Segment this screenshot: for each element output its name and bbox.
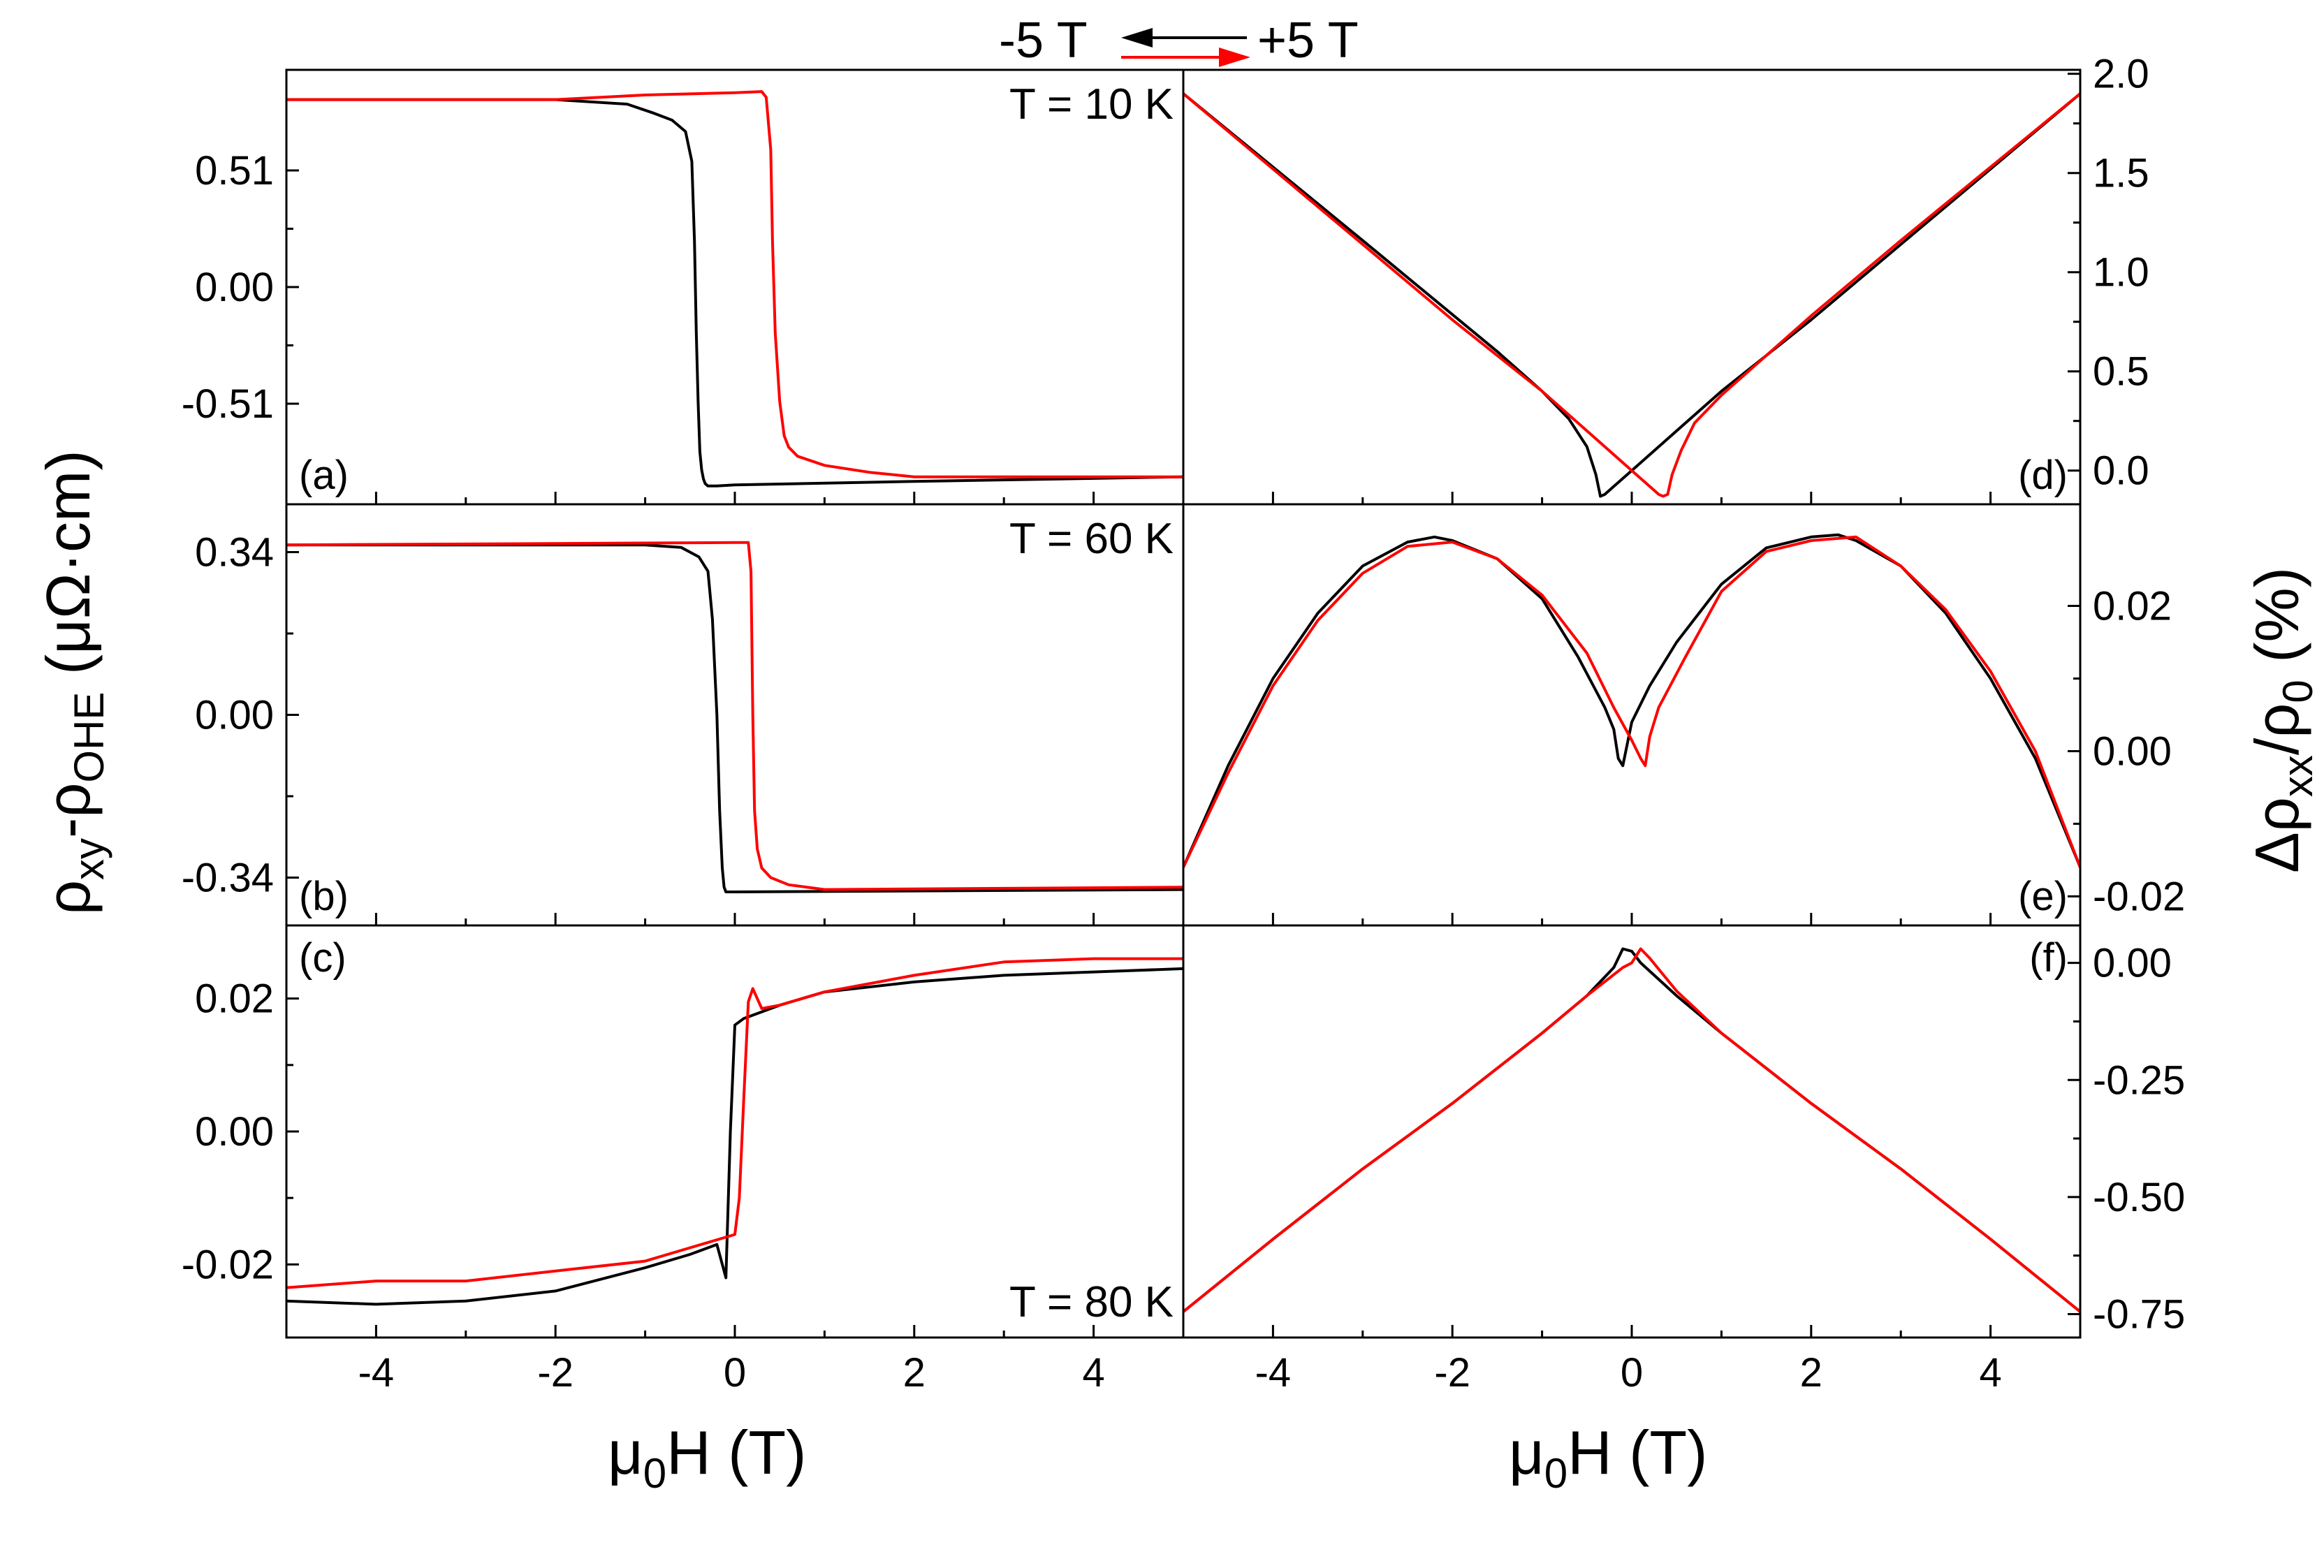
xtick-label-f: 2 [1800, 1350, 1822, 1395]
panel-a: -0.51 0.00 0.51 (a) T = 10 K [182, 68, 1185, 506]
temperature-label-c: T = 80 K [1009, 1278, 1174, 1326]
series-c-black [286, 967, 1183, 1306]
frame-a [285, 68, 1185, 506]
ytick-label-d: 1.5 [2093, 151, 2149, 196]
panel-f: -0.75 -0.50 -0.25 0.00 -4 -2 0 2 4 (f) [1182, 924, 2185, 1395]
series-b-red [286, 541, 1183, 891]
left-ylabel-dash: -ρ [34, 783, 103, 838]
legend-from-label: -5 T [999, 13, 1088, 68]
left-ylabel-sub2: OHE [66, 692, 112, 783]
ytick-label-a: 0.51 [195, 148, 274, 193]
panel-label-b: (b) [299, 874, 349, 919]
ytick-label-d: 1.0 [2093, 250, 2149, 295]
panel-d: 0.0 0.5 1.0 1.5 2.0 (d) [1182, 52, 2149, 506]
panel-label-d: (d) [2018, 453, 2068, 498]
xlabel-left-mu: μ [608, 1418, 643, 1487]
xlabel-right-rest: H (T) [1567, 1418, 1707, 1487]
series-f-black [1183, 947, 2080, 1313]
xtick-label-c: 0 [724, 1350, 746, 1395]
ytick-label-e: 0.00 [2093, 728, 2172, 774]
ytick-label-f: 0.00 [2093, 941, 2172, 986]
right-ylabel: Δρxx/ρ0 (%) [2242, 567, 2321, 873]
ytick-label-e: -0.02 [2093, 874, 2185, 919]
series-d-black [1183, 92, 2080, 498]
panel-e: -0.02 0.00 0.02 (e) [1182, 503, 2185, 927]
panel-c: -0.02 0.00 0.02 -4 -2 0 2 4 (c) T = 80 K [182, 924, 1185, 1395]
series-b-black [286, 543, 1183, 893]
right-ylabel-sub2: 0 [2274, 680, 2321, 703]
xlabel-right: μ0H (T) [1509, 1418, 1707, 1497]
xtick-label-c: -4 [358, 1350, 395, 1395]
panel-b: -0.34 0.00 0.34 (b) T = 60 K [182, 503, 1185, 927]
left-ylabel-main: ρ [34, 880, 103, 915]
series-e-red [1183, 535, 2080, 868]
xlabel-left: μ0H (T) [608, 1418, 806, 1497]
temperature-label-b: T = 60 K [1009, 515, 1174, 563]
frame-b [285, 503, 1185, 927]
ytick-label-f: -0.75 [2093, 1291, 2185, 1337]
xtick-label-f: 0 [1621, 1350, 1643, 1395]
xlabel-right-mu: μ [1509, 1418, 1544, 1487]
legend-red-arrowhead [1219, 47, 1250, 67]
frame-c [285, 924, 1185, 1339]
ytick-label-b: -0.34 [182, 855, 274, 900]
ytick-label-a: -0.51 [182, 381, 274, 427]
ytick-label-b: 0.34 [195, 530, 274, 576]
series-a-red [286, 90, 1183, 478]
panel-label-c: (c) [299, 935, 346, 981]
ytick-label-b: 0.00 [195, 693, 274, 738]
ytick-label-c: 0.00 [195, 1109, 274, 1155]
left-ylabel-sub1: xy [66, 838, 112, 880]
xlabel-left-sub: 0 [643, 1450, 666, 1497]
xtick-label-c: -2 [537, 1350, 573, 1395]
ytick-label-c: -0.02 [182, 1242, 274, 1287]
right-ylabel-units: (%) [2242, 567, 2311, 680]
legend-to-label: +5 T [1257, 13, 1359, 68]
xtick-label-f: 4 [1979, 1350, 2001, 1395]
series-e-black [1183, 533, 2080, 868]
ytick-label-f: -0.50 [2093, 1175, 2185, 1220]
right-ylabel-sub1: xx [2274, 755, 2321, 797]
panels: -0.510.000.51(a)T = 10 K-0.340.000.34(b)… [182, 52, 2185, 1395]
right-ylabel-main: Δρ [2242, 797, 2311, 873]
series-c-red [286, 957, 1183, 1289]
xtick-label-f: -4 [1255, 1350, 1292, 1395]
panel-label-a: (a) [299, 453, 349, 498]
ytick-label-e: 0.02 [2093, 584, 2172, 629]
series-a-black [286, 98, 1183, 488]
ytick-label-c: 0.02 [195, 976, 274, 1022]
xtick-label-c: 4 [1082, 1350, 1104, 1395]
left-ylabel-units: (μΩ·cm) [34, 450, 103, 691]
ytick-label-d: 2.0 [2093, 52, 2149, 97]
xlabel-left-rest: H (T) [666, 1418, 806, 1487]
legend: -5 T +5 T [999, 13, 1359, 68]
xtick-label-f: -2 [1434, 1350, 1470, 1395]
ytick-label-a: 0.00 [195, 265, 274, 310]
left-ylabel: ρxy-ρOHE (μΩ·cm) [34, 450, 112, 915]
frame-e [1182, 503, 2082, 927]
right-ylabel-slash: /ρ [2242, 703, 2311, 756]
legend-black-arrowhead [1121, 28, 1153, 47]
series-d-red [1183, 92, 2080, 498]
series-f-red [1183, 947, 2080, 1313]
temperature-label-a: T = 10 K [1009, 80, 1174, 129]
xtick-label-c: 2 [903, 1350, 926, 1395]
ytick-label-f: -0.25 [2093, 1057, 2185, 1103]
frame-f [1182, 924, 2082, 1339]
ytick-label-d: 0.0 [2093, 448, 2149, 494]
panel-label-f: (f) [2029, 935, 2068, 981]
panel-label-e: (e) [2018, 874, 2068, 919]
frame-d [1182, 68, 2082, 506]
ytick-label-d: 0.5 [2093, 349, 2149, 395]
xlabel-right-sub: 0 [1544, 1450, 1567, 1497]
